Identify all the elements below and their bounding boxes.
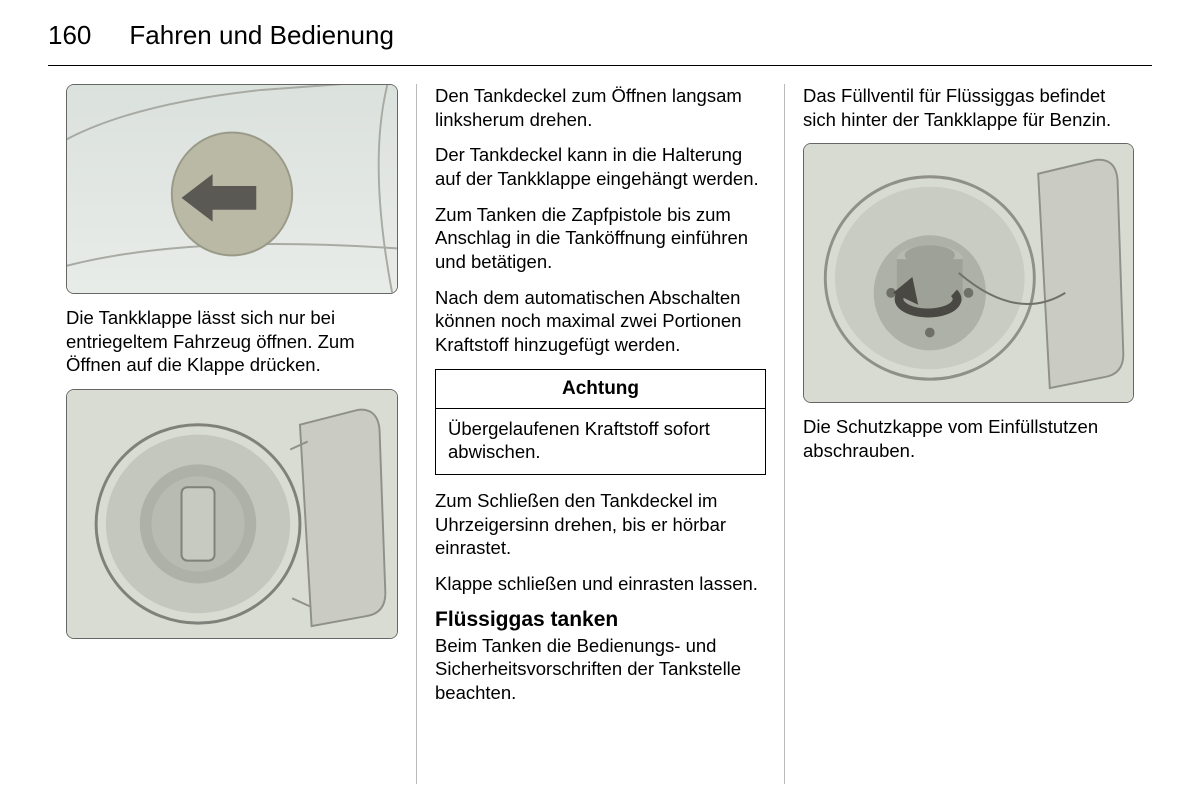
- col2-text-5: Zum Schließen den Tankdeckel im Uhrzeige…: [435, 489, 766, 560]
- col2-text-4: Nach dem automatischen Abschalten können…: [435, 286, 766, 357]
- col1-text-1: Die Tankklappe lässt sich nur bei entrie…: [66, 306, 398, 377]
- col2-text-6: Klappe schließen und einrasten lassen.: [435, 572, 766, 596]
- content-columns: Die Tankklappe lässt sich nur bei entrie…: [48, 84, 1152, 784]
- col2-text-3: Zum Tanken die Zapfpistole bis zum Ansch…: [435, 203, 766, 274]
- col2-text-1: Den Tankdeckel zum Öffnen langsam linksh…: [435, 84, 766, 131]
- col2-text-2: Der Tankdeckel kann in die Halterung auf…: [435, 143, 766, 190]
- figure-lpg-valve: [803, 143, 1134, 403]
- page-number: 160: [48, 20, 91, 51]
- col2-text-7: Beim Tanken die Bedienungs- und Sicherhe…: [435, 634, 766, 705]
- manual-page: 160 Fahren und Bedienung: [0, 0, 1200, 802]
- caution-title: Achtung: [436, 370, 765, 409]
- caution-box: Achtung Übergelaufenen Kraftstoff sofort…: [435, 369, 766, 475]
- col3-text-2: Die Schutzkappe vom Einfüllstutzen absch…: [803, 415, 1134, 462]
- column-3: Das Füllventil für Flüssiggas befindet s…: [784, 84, 1152, 784]
- caution-body: Übergelaufenen Kraftstoff sofort abwisch…: [436, 409, 765, 474]
- page-title: Fahren und Bedienung: [129, 20, 394, 51]
- figure-fuel-cap-open: [66, 389, 398, 639]
- column-1: Die Tankklappe lässt sich nur bei entrie…: [48, 84, 416, 784]
- page-header: 160 Fahren und Bedienung: [48, 20, 1152, 66]
- subheading-lpg: Flüssiggas tanken: [435, 608, 766, 632]
- col3-text-1: Das Füllventil für Flüssiggas befindet s…: [803, 84, 1134, 131]
- column-2: Den Tankdeckel zum Öffnen langsam linksh…: [416, 84, 784, 784]
- figure-fuel-flap-closed: [66, 84, 398, 294]
